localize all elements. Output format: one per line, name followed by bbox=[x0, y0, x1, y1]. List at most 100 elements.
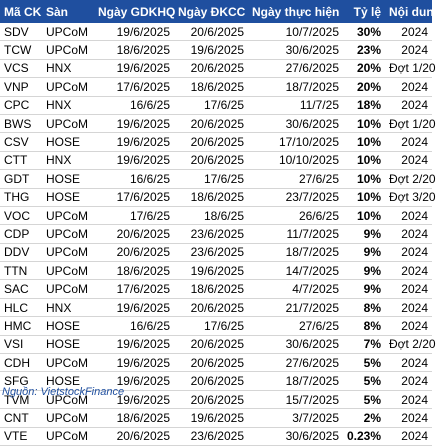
cell-ngay-thuc-hien: 11/7/25 bbox=[248, 96, 343, 115]
table-row: SFG HOSE 19/6/2025 20/6/2025 18/7/2025 5% 2024 bbox=[0, 371, 432, 391]
cell-san: UPCoM bbox=[42, 224, 94, 244]
cell-noi-dung: Đợt 1/2025 bbox=[385, 114, 436, 134]
cell-san: HOSE bbox=[42, 132, 94, 152]
cell-san: UPCoM bbox=[42, 261, 94, 281]
cell-noi-dung: 2024 bbox=[385, 353, 432, 373]
cell-ma-ck: CNT bbox=[0, 408, 42, 428]
cell-ngay-thuc-hien: 21/7/2025 bbox=[248, 298, 343, 318]
cell-ma-ck: CPC bbox=[0, 96, 42, 115]
cell-noi-dung: 2024 bbox=[385, 40, 432, 60]
cell-ty-le: 2% bbox=[343, 408, 385, 428]
cell-noi-dung: Đợt 1/2025 bbox=[385, 59, 436, 79]
table-row: VOC UPCoM 17/6/25 18/6/25 26/6/25 10% 2024 bbox=[0, 206, 432, 226]
cell-ma-ck: THG bbox=[0, 188, 42, 207]
cell-ty-le: 10% bbox=[343, 151, 385, 171]
cell-noi-dung: 2024 bbox=[385, 243, 432, 263]
cell-noi-dung: 2024 bbox=[385, 371, 432, 391]
cell-ngay-gdkhq: 17/6/25 bbox=[94, 206, 174, 226]
cell-ngay-thuc-hien: 27/6/25 bbox=[248, 316, 343, 336]
cell-ty-le: 5% bbox=[343, 371, 385, 391]
cell-ngay-dkcc: 20/6/2025 bbox=[174, 23, 248, 42]
cell-ty-le: 10% bbox=[343, 114, 385, 134]
cell-san: HOSE bbox=[42, 188, 94, 207]
cell-ngay-thuc-hien: 14/7/2025 bbox=[248, 261, 343, 281]
table-row: HLC HNX 19/6/2025 20/6/2025 21/7/2025 8% 2024 bbox=[0, 298, 432, 318]
cell-ngay-gdkhq: 19/6/2025 bbox=[94, 59, 174, 79]
cell-noi-dung: 2024 bbox=[385, 151, 432, 171]
cell-ngay-dkcc: 19/6/2025 bbox=[174, 408, 248, 428]
cell-ngay-thuc-hien: 30/6/2025 bbox=[248, 335, 343, 355]
cell-ma-ck: CDH bbox=[0, 353, 42, 373]
cell-ma-ck: HLC bbox=[0, 298, 42, 318]
cell-ngay-gdkhq: 18/6/2025 bbox=[94, 40, 174, 60]
cell-ngay-gdkhq: 19/6/2025 bbox=[94, 114, 174, 134]
cell-ngay-gdkhq: 16/6/25 bbox=[94, 316, 174, 336]
table-row: TTN UPCoM 18/6/2025 19/6/2025 14/7/2025 9% 202… bbox=[0, 261, 432, 281]
cell-ngay-dkcc: 20/6/2025 bbox=[174, 114, 248, 134]
cell-ty-le: 9% bbox=[343, 261, 385, 281]
cell-ngay-dkcc: 23/6/2025 bbox=[174, 427, 248, 446]
cell-ngay-thuc-hien: 17/10/2025 bbox=[248, 132, 343, 152]
cell-ngay-gdkhq: 19/6/2025 bbox=[94, 298, 174, 318]
cell-san: UPCoM bbox=[42, 427, 94, 446]
table-row: THG HOSE 17/6/2025 18/6/2025 23/7/2025 10% Đợt… bbox=[0, 188, 436, 207]
cell-ma-ck: CTT bbox=[0, 151, 42, 171]
cell-ty-le: 0.23% bbox=[343, 427, 385, 446]
header-san: Sàn bbox=[42, 0, 94, 23]
cell-ngay-dkcc: 20/6/2025 bbox=[174, 298, 248, 318]
source-note: Nguồn: VietstockFinance bbox=[2, 386, 125, 398]
cell-ma-ck: GDT bbox=[0, 169, 42, 189]
cell-san: UPCoM bbox=[42, 206, 94, 226]
cell-noi-dung: 2024 bbox=[385, 408, 432, 428]
cell-ngay-gdkhq: 19/6/2025 bbox=[94, 23, 174, 42]
cell-san: UPCoM bbox=[42, 114, 94, 134]
cell-san: UPCoM bbox=[42, 23, 94, 42]
cell-ngay-thuc-hien: 23/7/2025 bbox=[248, 188, 343, 207]
cell-ngay-gdkhq: 18/6/2025 bbox=[94, 408, 174, 428]
cell-noi-dung: 2024 bbox=[385, 298, 432, 318]
table-row: BWS UPCoM 19/6/2025 20/6/2025 30/6/2025 10% Đợ… bbox=[0, 114, 436, 134]
cell-ngay-thuc-hien: 26/6/25 bbox=[248, 206, 343, 226]
cell-noi-dung: 2024 bbox=[385, 132, 432, 152]
cell-ngay-thuc-hien: 18/7/2025 bbox=[248, 371, 343, 391]
cell-san: HNX bbox=[42, 151, 94, 171]
cell-ngay-thuc-hien: 18/7/2025 bbox=[248, 243, 343, 263]
cell-ma-ck: TTN bbox=[0, 261, 42, 281]
cell-san: HNX bbox=[42, 298, 94, 318]
cell-ngay-thuc-hien: 3/7/2025 bbox=[248, 408, 343, 428]
cell-ngay-thuc-hien: 27/6/25 bbox=[248, 169, 343, 189]
cell-noi-dung: 2024 bbox=[385, 77, 432, 97]
cell-ngay-thuc-hien: 30/6/2025 bbox=[248, 40, 343, 60]
cell-san: UPCoM bbox=[42, 77, 94, 97]
table-row: CNT UPCoM 18/6/2025 19/6/2025 3/7/2025 2% 2024 bbox=[0, 408, 432, 428]
cell-noi-dung: Đợt 2/2024 bbox=[385, 335, 436, 355]
table-row: CPC HNX 16/6/25 17/6/25 11/7/25 18% 2024 bbox=[0, 96, 432, 115]
cell-ngay-thuc-hien: 27/6/2025 bbox=[248, 353, 343, 373]
cell-ngay-thuc-hien: 30/6/2025 bbox=[248, 114, 343, 134]
cell-ma-ck: VTE bbox=[0, 427, 42, 446]
table-row: CSV HOSE 19/6/2025 20/6/2025 17/10/2025 10% 20… bbox=[0, 132, 432, 152]
cell-ma-ck: CSV bbox=[0, 132, 42, 152]
cell-ngay-dkcc: 18/6/25 bbox=[174, 206, 248, 226]
cell-san: UPCoM bbox=[42, 243, 94, 263]
cell-noi-dung: 2024 bbox=[385, 224, 432, 244]
cell-ngay-thuc-hien: 10/10/2025 bbox=[248, 151, 343, 171]
cell-noi-dung: 2024 bbox=[385, 427, 432, 446]
header-ngay-thuc-hien: Ngày thực hiện bbox=[248, 0, 343, 23]
cell-ngay-thuc-hien: 30/6/2025 bbox=[248, 427, 343, 446]
table-body: SDV UPCoM 19/6/2025 20/6/2025 10/7/2025 30% 20… bbox=[0, 23, 436, 446]
cell-noi-dung: 2024 bbox=[385, 23, 432, 42]
table-row: TCW UPCoM 18/6/2025 19/6/2025 30/6/2025 23% 20… bbox=[0, 40, 432, 60]
cell-san: HOSE bbox=[42, 371, 94, 391]
cell-ty-le: 10% bbox=[343, 188, 385, 207]
table-row: HMC HOSE 16/6/25 17/6/25 27/6/25 8% 2024 bbox=[0, 316, 432, 336]
cell-ngay-dkcc: 20/6/2025 bbox=[174, 59, 248, 79]
cell-ngay-gdkhq: 19/6/2025 bbox=[94, 371, 174, 391]
cell-san: UPCoM bbox=[42, 408, 94, 428]
table-row: CDP UPCoM 20/6/2025 23/6/2025 11/7/2025 9% 202… bbox=[0, 224, 432, 244]
table-row: VSI HOSE 19/6/2025 20/6/2025 30/6/2025 7% Đợt … bbox=[0, 335, 436, 355]
cell-ngay-gdkhq: 19/6/2025 bbox=[94, 335, 174, 355]
cell-noi-dung: 2024 bbox=[385, 261, 432, 281]
cell-ty-le: 5% bbox=[343, 353, 385, 373]
header-ngay-gdkhq: Ngày GDKHQ bbox=[94, 0, 175, 23]
